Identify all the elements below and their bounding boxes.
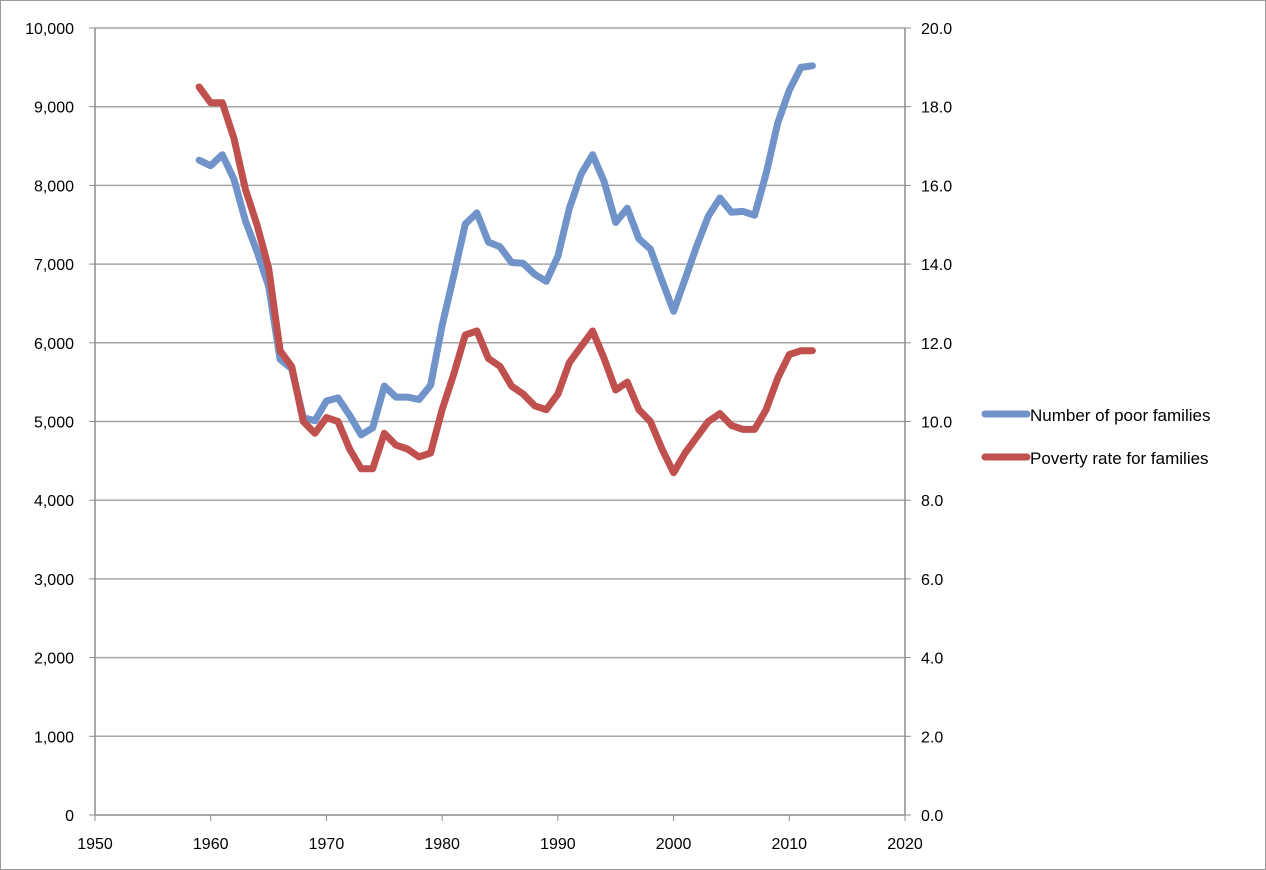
legend: Number of poor families Poverty rate for … [981, 406, 1210, 468]
x-tick-label: 1960 [193, 836, 229, 853]
right-tick-label: 10.0 [921, 415, 952, 432]
left-tick-label: 1,000 [34, 729, 74, 746]
left-tick-label: 2,000 [34, 651, 74, 668]
left-tick-label: 4,000 [34, 493, 74, 510]
right-tick-label: 14.0 [921, 257, 952, 274]
right-tick-label: 8.0 [921, 493, 943, 510]
series-line-2 [195, 83, 816, 477]
left-axis-ticks: 0 1,000 2,000 3,000 4,000 5,000 6,000 7,000 8,00… [25, 21, 95, 825]
left-tick-label: 7,000 [34, 257, 74, 274]
left-tick-label: 0 [65, 808, 74, 825]
x-axis-ticks: 1950 1960 1970 1980 1990 2000 2010 2020 [77, 815, 923, 853]
left-tick-label: 10,000 [25, 21, 74, 38]
right-axis-ticks: 0.0 2.0 4.0 6.0 8.0 10.0 12.0 14.0 16.0 18.0 20.0 [905, 21, 952, 825]
x-tick-label: 2000 [656, 836, 692, 853]
left-tick-label: 8,000 [34, 178, 74, 195]
x-tick-label: 1970 [309, 836, 345, 853]
x-tick-label: 1980 [424, 836, 460, 853]
x-tick-label: 1990 [540, 836, 576, 853]
right-tick-label: 4.0 [921, 651, 943, 668]
right-tick-label: 16.0 [921, 178, 952, 195]
series-lines [195, 62, 816, 477]
gridlines [95, 27, 905, 738]
right-tick-label: 2.0 [921, 729, 943, 746]
right-tick-label: 0.0 [921, 808, 943, 825]
x-tick-label: 1950 [77, 836, 113, 853]
legend-label-1: Number of poor families [1030, 406, 1210, 425]
legend-label-2: Poverty rate for families [1030, 449, 1209, 468]
left-tick-label: 6,000 [34, 336, 74, 353]
right-tick-label: 18.0 [921, 100, 952, 117]
x-tick-label: 2020 [887, 836, 923, 853]
left-tick-label: 9,000 [34, 100, 74, 117]
left-tick-label: 3,000 [34, 572, 74, 589]
right-tick-label: 12.0 [921, 336, 952, 353]
x-tick-label: 2010 [771, 836, 807, 853]
right-tick-label: 6.0 [921, 572, 943, 589]
right-tick-label: 20.0 [921, 21, 952, 38]
left-tick-label: 5,000 [34, 415, 74, 432]
